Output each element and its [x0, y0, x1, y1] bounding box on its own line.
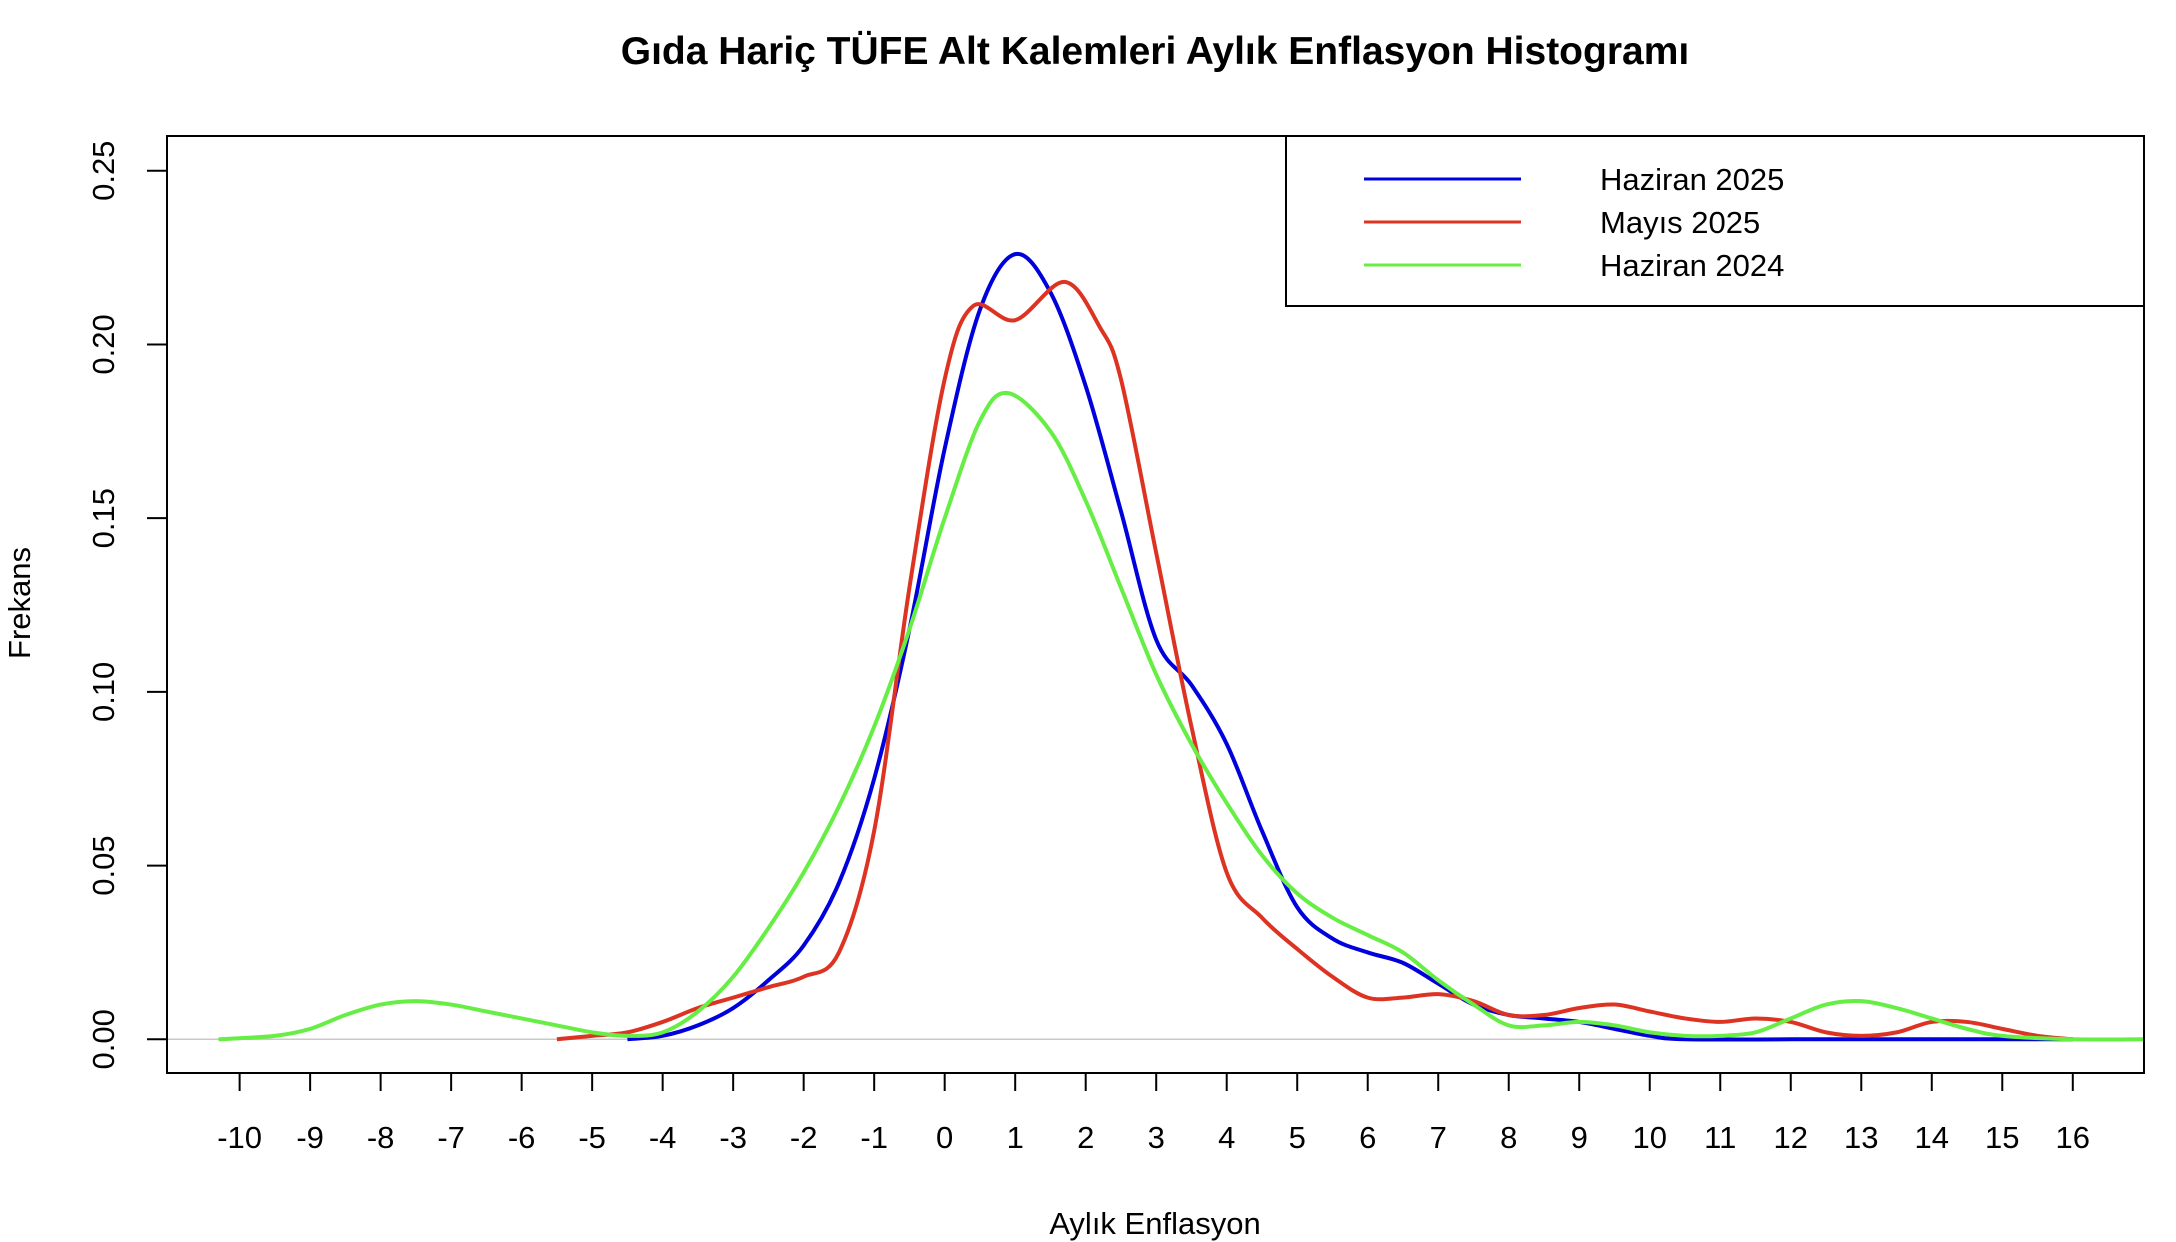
x-tick-label: 11	[1704, 1120, 1736, 1155]
y-tick-label: 0.25	[86, 141, 121, 201]
y-tick-label: 0.05	[86, 835, 121, 895]
legend-label: Mayıs 2025	[1600, 205, 1760, 240]
legend-label: Haziran 2024	[1600, 248, 1784, 283]
series-line-haziran-2024	[218, 390, 2144, 1042]
y-axis-label: Frekans	[2, 547, 37, 659]
x-tick-label: -3	[719, 1120, 747, 1155]
x-tick-label: 9	[1571, 1120, 1588, 1155]
x-tick-label: -9	[296, 1120, 324, 1155]
legend-label: Haziran 2025	[1600, 162, 1784, 197]
x-tick-label: -2	[790, 1120, 818, 1155]
x-tick-label: 3	[1148, 1120, 1165, 1155]
y-tick-label: 0.10	[86, 662, 121, 722]
x-tick-label: 12	[1774, 1120, 1808, 1155]
x-tick-label: 1	[1007, 1120, 1024, 1155]
series-line-haziran-2025	[627, 252, 2073, 1042]
x-tick-label: 4	[1218, 1120, 1235, 1155]
x-tick-label: 6	[1359, 1120, 1376, 1155]
x-tick-label: -10	[217, 1120, 262, 1155]
x-tick-label: 7	[1430, 1120, 1447, 1155]
plot-frame	[166, 135, 2145, 1074]
x-tick-label: 14	[1915, 1120, 1949, 1155]
y-tick-label: 0.00	[86, 1009, 121, 1069]
x-tick-label: 13	[1844, 1120, 1878, 1155]
series-line-may-s-2025	[556, 279, 2073, 1042]
chart-title: Gıda Hariç TÜFE Alt Kalemleri Aylık Enfl…	[621, 30, 1689, 73]
x-tick-label: 16	[2056, 1120, 2090, 1155]
x-tick-label: -5	[578, 1120, 606, 1155]
x-tick-label: 10	[1633, 1120, 1667, 1155]
x-tick-label: -6	[508, 1120, 536, 1155]
x-tick-label: -8	[367, 1120, 395, 1155]
x-tick-label: -4	[649, 1120, 677, 1155]
legend: Haziran 2025 Mayıs 2025 Haziran 2024	[1285, 135, 2145, 307]
x-tick-label: 5	[1289, 1120, 1306, 1155]
y-tick-label: 0.15	[86, 488, 121, 548]
x-tick-label: -7	[437, 1120, 465, 1155]
x-tick-label: -1	[860, 1120, 888, 1155]
x-tick-label: 2	[1077, 1120, 1094, 1155]
x-tick-label: 15	[1985, 1120, 2019, 1155]
x-axis-label: Aylık Enflasyon	[1049, 1206, 1260, 1241]
x-tick-label: 8	[1500, 1120, 1517, 1155]
y-tick-label: 0.20	[86, 314, 121, 374]
x-tick-label: 0	[936, 1120, 953, 1155]
